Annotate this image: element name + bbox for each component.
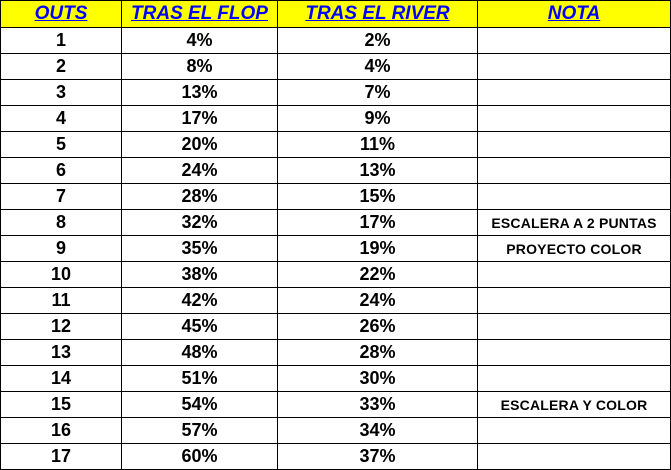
cell-outs: 12 [0, 313, 122, 340]
cell-river: 34% [277, 417, 478, 444]
cell-river: 26% [277, 313, 478, 340]
cell-note [477, 365, 671, 392]
cell-river: 11% [277, 131, 478, 158]
cell-note: ESCALERA Y COLOR [477, 391, 671, 418]
cell-flop: 24% [121, 157, 278, 184]
table-row: 12 45% 26% [0, 313, 671, 340]
table-row: 8 32% 17% ESCALERA A 2 PUNTAS [0, 209, 671, 236]
cell-river: 9% [277, 105, 478, 132]
cell-note [477, 261, 671, 288]
table-row: 7 28% 15% [0, 183, 671, 210]
cell-outs: 1 [0, 27, 122, 54]
table-header: OUTS TRAS EL FLOP TRAS EL RIVER NOTA [0, 0, 671, 28]
cell-outs: 5 [0, 131, 122, 158]
cell-river: 7% [277, 79, 478, 106]
table-row: 14 51% 30% [0, 365, 671, 392]
cell-note [477, 105, 671, 132]
cell-outs: 11 [0, 287, 122, 314]
cell-outs: 6 [0, 157, 122, 184]
cell-outs: 17 [0, 443, 122, 470]
cell-flop: 35% [121, 235, 278, 262]
table-row: 2 8% 4% [0, 53, 671, 80]
cell-outs: 16 [0, 417, 122, 444]
cell-note [477, 27, 671, 54]
cell-outs: 4 [0, 105, 122, 132]
table-row: 1 4% 2% [0, 27, 671, 54]
cell-river: 24% [277, 287, 478, 314]
table-row: 13 48% 28% [0, 339, 671, 366]
cell-note [477, 443, 671, 470]
table-row: 4 17% 9% [0, 105, 671, 132]
cell-outs: 3 [0, 79, 122, 106]
table-row: 5 20% 11% [0, 131, 671, 158]
cell-flop: 28% [121, 183, 278, 210]
cell-river: 28% [277, 339, 478, 366]
cell-river: 22% [277, 261, 478, 288]
table-row: 9 35% 19% PROYECTO COLOR [0, 235, 671, 262]
cell-note [477, 287, 671, 314]
table-row: 3 13% 7% [0, 79, 671, 106]
cell-flop: 20% [121, 131, 278, 158]
header-nota: NOTA [477, 0, 671, 28]
cell-note [477, 131, 671, 158]
table-row: 15 54% 33% ESCALERA Y COLOR [0, 391, 671, 418]
cell-note [477, 79, 671, 106]
cell-note: ESCALERA A 2 PUNTAS [477, 209, 671, 236]
cell-flop: 51% [121, 365, 278, 392]
header-tras-el-flop: TRAS EL FLOP [121, 0, 278, 28]
cell-outs: 10 [0, 261, 122, 288]
table-row: 6 24% 13% [0, 157, 671, 184]
cell-note [477, 183, 671, 210]
cell-river: 30% [277, 365, 478, 392]
cell-flop: 38% [121, 261, 278, 288]
table-row: 16 57% 34% [0, 417, 671, 444]
cell-note [477, 417, 671, 444]
cell-outs: 9 [0, 235, 122, 262]
cell-note [477, 157, 671, 184]
cell-note [477, 339, 671, 366]
table-body: 1 4% 2% 2 8% 4% 3 13% 7% 4 17% 9% 5 20% … [0, 27, 671, 470]
cell-outs: 7 [0, 183, 122, 210]
header-outs: OUTS [0, 0, 122, 28]
table-row: 11 42% 24% [0, 287, 671, 314]
cell-note [477, 313, 671, 340]
table-row: 10 38% 22% [0, 261, 671, 288]
cell-river: 19% [277, 235, 478, 262]
cell-flop: 32% [121, 209, 278, 236]
cell-outs: 14 [0, 365, 122, 392]
cell-flop: 17% [121, 105, 278, 132]
cell-river: 13% [277, 157, 478, 184]
cell-flop: 4% [121, 27, 278, 54]
cell-outs: 8 [0, 209, 122, 236]
cell-outs: 2 [0, 53, 122, 80]
cell-river: 15% [277, 183, 478, 210]
cell-river: 2% [277, 27, 478, 54]
cell-flop: 57% [121, 417, 278, 444]
cell-flop: 54% [121, 391, 278, 418]
header-row: OUTS TRAS EL FLOP TRAS EL RIVER NOTA [0, 0, 671, 28]
cell-flop: 48% [121, 339, 278, 366]
cell-flop: 13% [121, 79, 278, 106]
cell-river: 4% [277, 53, 478, 80]
cell-note: PROYECTO COLOR [477, 235, 671, 262]
cell-river: 33% [277, 391, 478, 418]
cell-outs: 15 [0, 391, 122, 418]
cell-flop: 42% [121, 287, 278, 314]
cell-river: 37% [277, 443, 478, 470]
cell-flop: 60% [121, 443, 278, 470]
header-tras-el-river: TRAS EL RIVER [277, 0, 478, 28]
table-row: 17 60% 37% [0, 443, 671, 470]
cell-flop: 8% [121, 53, 278, 80]
cell-river: 17% [277, 209, 478, 236]
cell-note [477, 53, 671, 80]
cell-outs: 13 [0, 339, 122, 366]
cell-flop: 45% [121, 313, 278, 340]
